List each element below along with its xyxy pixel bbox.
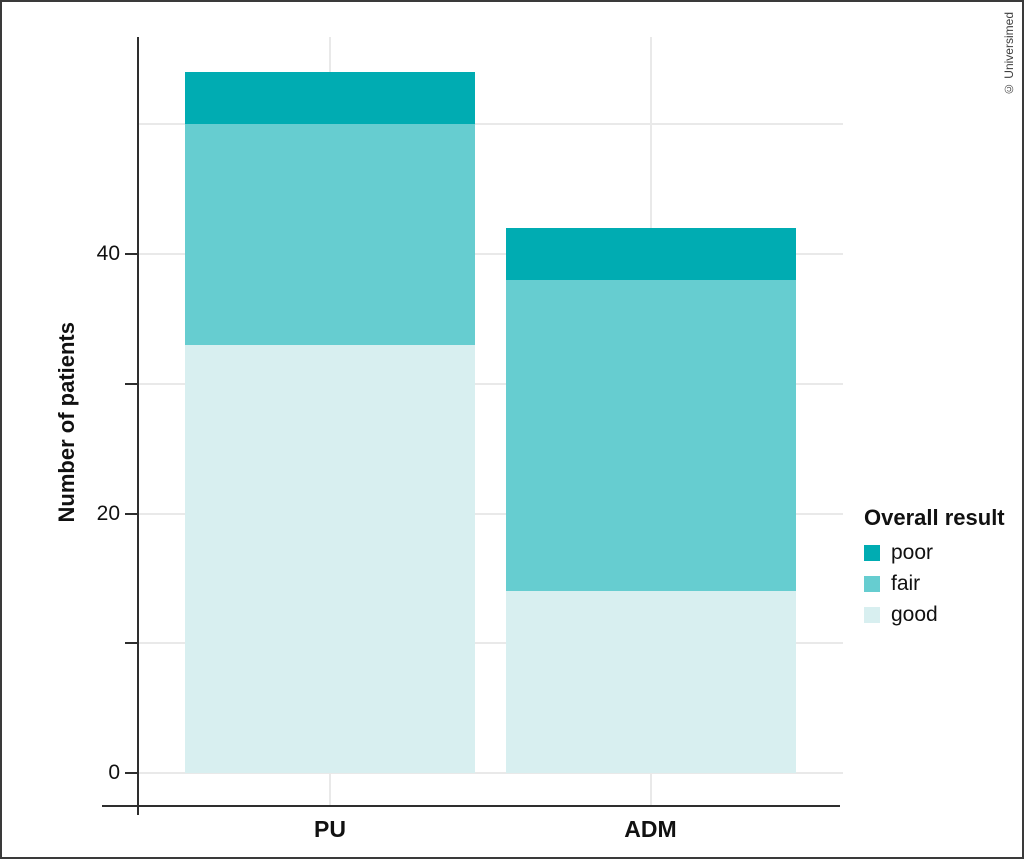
y-axis-tick [125, 382, 138, 385]
bar-segment-poor [185, 72, 475, 125]
y-tick-label: 0 [108, 761, 120, 784]
legend-swatch-poor [864, 545, 880, 561]
y-axis-tick [125, 512, 138, 515]
y-axis-line [137, 37, 139, 815]
y-gridline [138, 512, 843, 515]
legend-title: Overall result [864, 505, 1005, 530]
x-axis-line [102, 805, 840, 807]
legend: Overall result poor fair good [864, 505, 1005, 635]
legend-item-fair: fair [864, 573, 1005, 595]
legend-swatch-fair [864, 576, 880, 592]
bar-segment-good [506, 591, 796, 773]
y-tick-label: 20 [96, 501, 120, 525]
y-gridline [138, 382, 843, 385]
legend-label: fair [891, 572, 921, 595]
bar-segment-good [185, 344, 475, 773]
legend-items: poor fair good [864, 542, 1005, 626]
y-gridline [138, 123, 843, 126]
legend-swatch-good [864, 607, 880, 623]
y-axis-tick [125, 642, 138, 645]
y-gridline [138, 772, 843, 774]
x-category-label: PU [314, 816, 346, 842]
x-category-label: ADM [624, 816, 677, 842]
bar-segment-fair [185, 124, 475, 345]
copyright-watermark: © Universimed [1002, 12, 1016, 97]
bar-segment-fair [506, 279, 796, 592]
y-axis-tick [125, 253, 138, 255]
bar-segment-poor [506, 228, 796, 280]
legend-item-poor: poor [864, 542, 1005, 564]
y-axis-tick [125, 772, 138, 774]
y-tick-label: 40 [96, 242, 120, 265]
legend-label: good [891, 603, 938, 626]
legend-label: poor [891, 541, 934, 564]
y-axis-title: Number of patients [54, 322, 79, 523]
legend-item-good: good [864, 604, 1005, 626]
y-gridline [138, 642, 843, 645]
y-gridline [138, 253, 843, 255]
